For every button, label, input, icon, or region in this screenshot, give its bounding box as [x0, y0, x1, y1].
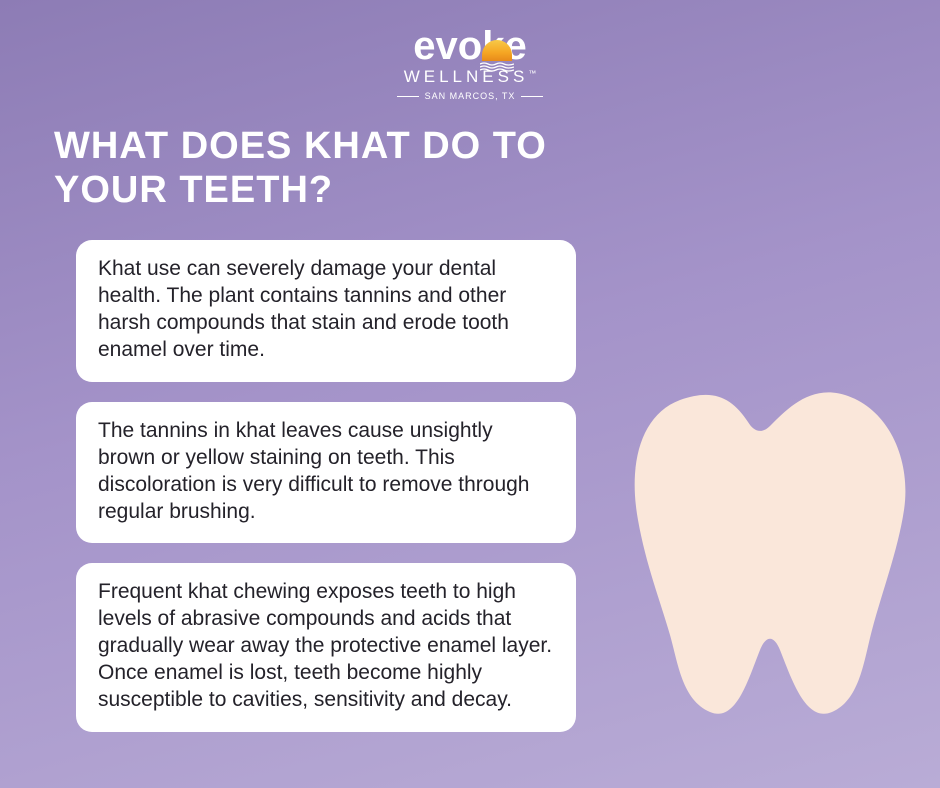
- logo-area: evoke WELLNESS™ SAN MARCOS, TX: [0, 0, 940, 101]
- logo-location: SAN MARCOS, TX: [425, 91, 516, 101]
- divider-right: [521, 96, 543, 97]
- logo-subtitle-row: WELLNESS™: [0, 69, 940, 87]
- logo-location-row: SAN MARCOS, TX: [0, 91, 940, 101]
- logo-subtitle: WELLNESS™: [404, 67, 537, 87]
- tooth-shape: [635, 392, 906, 713]
- info-card: Khat use can severely damage your dental…: [76, 240, 576, 382]
- logo-subtitle-text: WELLNESS: [404, 67, 529, 86]
- info-card: Frequent khat chewing exposes teeth to h…: [76, 563, 576, 731]
- page-title: WHAT DOES KHAT DO TO YOUR TEETH?: [54, 125, 654, 212]
- divider-left: [397, 96, 419, 97]
- tooth-icon: [620, 360, 910, 725]
- logo-brand: evoke: [413, 24, 526, 69]
- info-cards: Khat use can severely damage your dental…: [76, 240, 576, 731]
- trademark-symbol: ™: [528, 69, 536, 78]
- info-card: The tannins in khat leaves cause unsight…: [76, 402, 576, 544]
